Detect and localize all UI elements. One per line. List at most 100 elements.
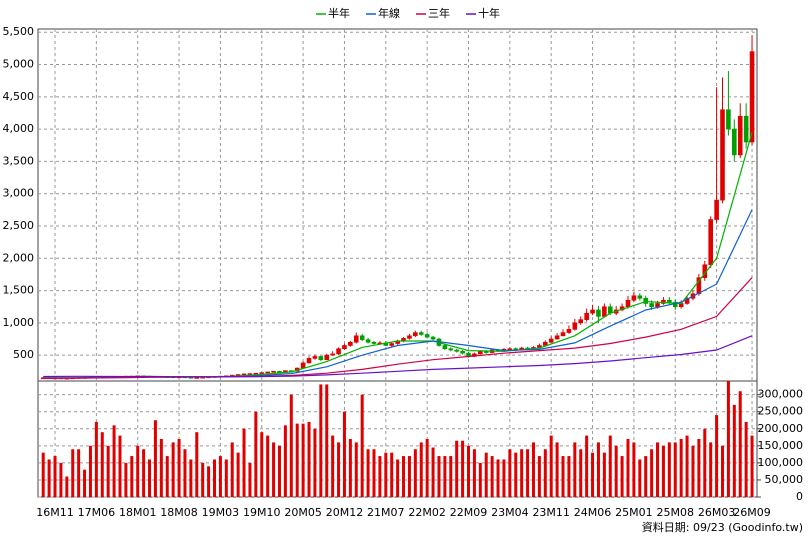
- volume-bar: [656, 442, 660, 497]
- candle-body: [507, 348, 513, 351]
- volume-bar: [673, 442, 677, 497]
- y2-tick-label: 100,000: [758, 456, 804, 469]
- volume-bar: [136, 445, 140, 497]
- volume-bar: [148, 459, 152, 497]
- y2-tick-label: 300,000: [758, 388, 804, 401]
- legend-label: 半年: [328, 6, 350, 20]
- volume-bar: [478, 462, 482, 497]
- candle-body: [259, 372, 265, 374]
- volume-bar: [691, 445, 695, 497]
- volume-bar: [283, 425, 287, 497]
- x-tick-label: 17M06: [78, 506, 116, 519]
- volume-bar: [591, 452, 595, 497]
- candle-body: [306, 358, 312, 364]
- volume-bar: [443, 456, 447, 497]
- volume-bar: [667, 442, 671, 497]
- volume-bar: [620, 456, 624, 497]
- volume-bar: [531, 442, 535, 497]
- volume-bar: [378, 456, 382, 497]
- volume-bar: [142, 449, 146, 497]
- volume-bar: [726, 381, 730, 497]
- candle-body: [348, 341, 353, 346]
- candle-body: [596, 309, 601, 317]
- volume-bar: [715, 415, 719, 497]
- candle-body: [371, 341, 377, 344]
- candle-body: [749, 51, 755, 143]
- y-tick-label: 3,000: [3, 187, 35, 200]
- volume-bar: [697, 439, 701, 497]
- volume-bar: [425, 439, 429, 497]
- y2-tick-label: 200,000: [758, 422, 804, 435]
- volume-bar: [732, 404, 736, 497]
- candle-body: [572, 322, 578, 330]
- volume-bar: [608, 435, 612, 497]
- candle-body: [241, 373, 247, 376]
- volume-bar: [77, 449, 81, 497]
- volume-bar: [514, 452, 518, 497]
- x-tick-label: 23M11: [532, 506, 570, 519]
- x-tick-label: 20M05: [284, 506, 322, 519]
- candle-body: [684, 298, 690, 304]
- volume-bar: [437, 456, 441, 497]
- volume-bar: [159, 439, 163, 497]
- volume-bar: [461, 440, 465, 497]
- candle-body: [743, 115, 749, 143]
- volume-bar: [650, 449, 654, 497]
- volume-bar: [325, 384, 329, 497]
- y2-tick-label: 0: [796, 490, 803, 503]
- volume-bar: [65, 476, 69, 497]
- candle-body: [418, 332, 424, 335]
- candle-body: [714, 199, 719, 220]
- volume-bar: [301, 423, 305, 497]
- y-tick-label: 1,000: [3, 316, 35, 329]
- volume-bar: [277, 445, 281, 497]
- volume-bar: [543, 449, 547, 497]
- volume-bar: [703, 428, 707, 497]
- candle-body: [283, 370, 288, 372]
- volume-bar: [721, 445, 725, 497]
- volume-bar: [165, 456, 169, 497]
- candle-body: [560, 332, 566, 337]
- volume-bar: [88, 445, 92, 497]
- candle-body: [637, 295, 643, 299]
- volume-bar: [313, 428, 317, 497]
- candle-body: [667, 299, 672, 303]
- x-tick-label: 25M01: [615, 506, 653, 519]
- volume-bar: [224, 459, 228, 497]
- candle-body: [554, 335, 560, 340]
- volume-bar: [490, 456, 494, 497]
- candle-body: [448, 348, 454, 351]
- volume-bar: [396, 459, 400, 497]
- x-tick-label: 22M02: [408, 506, 446, 519]
- candle-body: [478, 350, 483, 355]
- volume-bar: [632, 442, 636, 497]
- volume-bar: [644, 456, 648, 497]
- volume-bar: [242, 428, 246, 497]
- x-tick-label: 23M04: [491, 506, 529, 519]
- y-tick-label: 3,500: [3, 154, 35, 167]
- volume-bar: [520, 449, 524, 497]
- candle-body: [655, 303, 660, 308]
- x-tick-label: 16M11: [36, 506, 74, 519]
- candle-body: [737, 115, 743, 156]
- candle-body: [247, 373, 253, 375]
- volume-bar: [71, 449, 75, 497]
- volume-bar: [213, 459, 217, 497]
- y-tick-label: 2,500: [3, 219, 35, 232]
- legend-label: 十年: [478, 6, 500, 20]
- volume-bar: [183, 449, 187, 497]
- volume-bar: [195, 432, 199, 497]
- volume-bar: [431, 447, 435, 497]
- volume-bar: [685, 435, 689, 497]
- volume-bar: [372, 449, 376, 497]
- volume-bar: [266, 435, 270, 497]
- volume-bar: [679, 439, 683, 497]
- volume-bar: [354, 442, 358, 497]
- candle-body: [365, 339, 371, 343]
- y-tick-label: 500: [13, 348, 34, 361]
- candle-body: [324, 354, 330, 360]
- ma-line: [43, 335, 753, 378]
- candle-body: [584, 312, 589, 320]
- candle-body: [454, 349, 459, 352]
- x-tick-label: 19M10: [243, 506, 281, 519]
